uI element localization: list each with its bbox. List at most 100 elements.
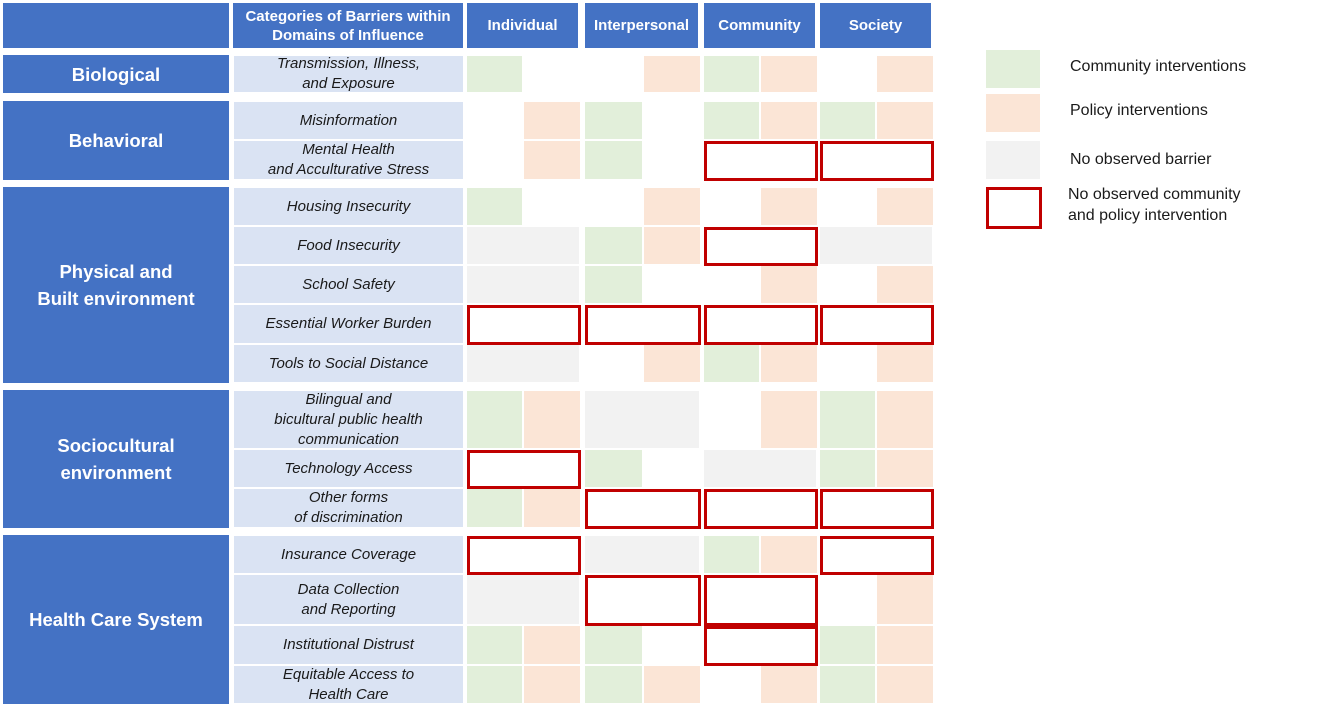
community-intervention-cell xyxy=(585,626,642,664)
domain-label: Health Care System xyxy=(3,535,229,704)
policy-intervention-cell xyxy=(524,666,580,703)
policy-intervention-cell xyxy=(761,56,817,92)
barrier-category-label: Tools to Social Distance xyxy=(234,345,463,382)
domain-label: Sociocultural environment xyxy=(3,390,229,528)
policy-intervention-cell xyxy=(761,102,817,139)
header-categories-label: Categories of Barriers within Domains of… xyxy=(233,3,463,48)
no-intervention-outline xyxy=(820,305,934,345)
no-intervention-outline xyxy=(467,450,581,489)
community-intervention-cell xyxy=(585,102,642,139)
policy-intervention-cell xyxy=(761,345,817,382)
legend-label-no-intervention: No observed community and policy interve… xyxy=(1068,186,1241,224)
policy-intervention-cell xyxy=(877,626,933,664)
no-barrier-cell xyxy=(467,266,579,303)
no-intervention-outline xyxy=(585,305,701,345)
policy-intervention-cell xyxy=(877,450,933,487)
community-intervention-cell xyxy=(704,56,759,92)
community-intervention-cell xyxy=(820,450,875,487)
no-intervention-outline xyxy=(704,626,818,666)
policy-intervention-cell xyxy=(644,666,700,703)
no-intervention-outline xyxy=(704,227,818,266)
barrier-category-label: Bilingual and bicultural public health c… xyxy=(234,391,463,448)
barrier-category-label: Technology Access xyxy=(234,450,463,487)
no-intervention-outline xyxy=(704,575,818,626)
policy-intervention-cell xyxy=(761,391,817,448)
community-intervention-cell xyxy=(820,391,875,448)
barrier-category-label: Insurance Coverage xyxy=(234,536,463,573)
community-intervention-cell xyxy=(467,391,522,448)
community-intervention-cell xyxy=(467,666,522,703)
policy-intervention-cell xyxy=(644,227,700,264)
community-intervention-cell xyxy=(467,626,522,664)
policy-intervention-cell xyxy=(761,666,817,703)
policy-intervention-cell xyxy=(877,575,933,624)
policy-intervention-cell xyxy=(644,188,700,225)
community-intervention-cell xyxy=(820,626,875,664)
barrier-category-label: Institutional Distrust xyxy=(234,626,463,664)
barrier-category-label: Data Collection and Reporting xyxy=(234,575,463,624)
policy-intervention-cell xyxy=(644,56,700,92)
no-intervention-outline xyxy=(467,305,581,345)
no-intervention-outline xyxy=(704,489,818,529)
no-intervention-outline xyxy=(820,536,934,575)
community-intervention-cell xyxy=(820,102,875,139)
barrier-category-label: Equitable Access to Health Care xyxy=(234,666,463,703)
policy-intervention-cell xyxy=(877,102,933,139)
domain-label: Biological xyxy=(3,55,229,93)
policy-intervention-cell xyxy=(761,536,817,573)
barrier-category-label: Other forms of discrimination xyxy=(234,489,463,527)
no-barrier-cell xyxy=(467,345,579,382)
barrier-category-label: Food Insecurity xyxy=(234,227,463,264)
legend-label-no-barrier: No observed barrier xyxy=(1070,151,1212,168)
community-intervention-cell xyxy=(585,266,642,303)
policy-intervention-cell xyxy=(524,391,580,448)
policy-intervention-cell xyxy=(761,188,817,225)
no-intervention-outline xyxy=(820,141,934,181)
no-barrier-cell xyxy=(467,227,579,264)
no-barrier-cell xyxy=(585,391,699,448)
community-intervention-cell xyxy=(585,450,642,487)
legend-swatch-policy xyxy=(986,94,1040,132)
barrier-category-label: Housing Insecurity xyxy=(234,188,463,225)
policy-intervention-cell xyxy=(524,489,580,527)
no-intervention-outline xyxy=(820,489,934,529)
community-intervention-cell xyxy=(820,666,875,703)
domain-label: Behavioral xyxy=(3,101,229,180)
column-header-individual: Individual xyxy=(467,3,578,48)
no-barrier-cell xyxy=(704,450,816,487)
policy-intervention-cell xyxy=(524,102,580,139)
community-intervention-cell xyxy=(467,489,522,527)
policy-intervention-cell xyxy=(761,266,817,303)
barrier-category-label: Misinformation xyxy=(234,102,463,139)
no-barrier-cell xyxy=(820,227,932,264)
column-header-society: Society xyxy=(820,3,931,48)
policy-intervention-cell xyxy=(877,391,933,448)
policy-intervention-cell xyxy=(524,141,580,179)
legend-swatch-no-intervention xyxy=(986,187,1042,229)
barrier-category-label: Mental Health and Acculturative Stress xyxy=(234,141,463,179)
no-intervention-outline xyxy=(467,536,581,575)
column-header-interpersonal: Interpersonal xyxy=(585,3,698,48)
policy-intervention-cell xyxy=(877,345,933,382)
policy-intervention-cell xyxy=(877,266,933,303)
legend-label-community: Community interventions xyxy=(1070,58,1247,75)
community-intervention-cell xyxy=(585,666,642,703)
barrier-category-label: School Safety xyxy=(234,266,463,303)
barrier-category-label: Transmission, Illness, and Exposure xyxy=(234,55,463,92)
community-intervention-cell xyxy=(704,345,759,382)
community-intervention-cell xyxy=(704,536,759,573)
header-domain-blank xyxy=(3,3,229,48)
policy-intervention-cell xyxy=(877,666,933,703)
policy-intervention-cell xyxy=(524,626,580,664)
legend-label-policy: Policy interventions xyxy=(1070,102,1208,119)
policy-intervention-cell xyxy=(877,188,933,225)
domain-label: Physical and Built environment xyxy=(3,187,229,383)
column-header-community: Community xyxy=(704,3,815,48)
legend-swatch-no-barrier xyxy=(986,141,1040,179)
legend-swatch-community xyxy=(986,50,1040,88)
policy-intervention-cell xyxy=(877,56,933,92)
barrier-category-label: Essential Worker Burden xyxy=(234,305,463,343)
community-intervention-cell xyxy=(704,102,759,139)
community-intervention-cell xyxy=(585,227,642,264)
